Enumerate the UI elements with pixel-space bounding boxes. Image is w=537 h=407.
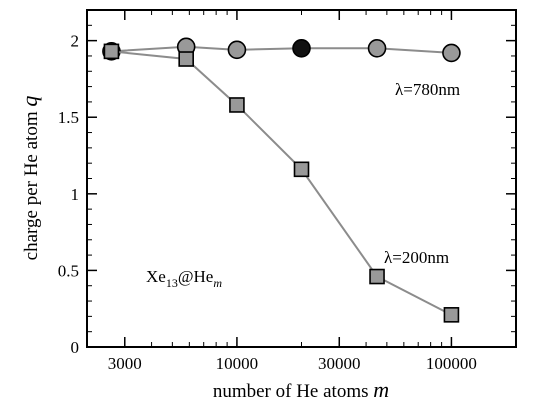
x-axis-label: number of He atoms m: [213, 377, 389, 402]
cluster-annotation: Xe13@Hem: [146, 267, 222, 290]
x-tick-label-0: 3000: [108, 354, 142, 373]
series-1: [103, 43, 460, 323]
x-tick-label-3: 100000: [426, 354, 477, 373]
point-1-5: [443, 307, 460, 323]
cluster-annotation-var: m: [213, 276, 222, 290]
legend-label-200: λ=200nm: [384, 248, 449, 267]
x-axis-label-var: m: [373, 377, 389, 402]
y-tick-label-3: 1.5: [58, 108, 79, 127]
cluster-annotation-mid: @He: [178, 267, 213, 286]
y-tick-label-2: 1: [71, 185, 80, 204]
series-line-0: [111, 45, 452, 54]
y-tick-label-4: 2: [71, 32, 80, 51]
point-1-2: [229, 97, 245, 113]
point-1-0: [103, 43, 120, 60]
y-tick-label-1: 0.5: [58, 261, 79, 280]
cluster-annotation-sub: 13: [166, 276, 178, 290]
point-0-3: [292, 38, 311, 58]
y-axis-label: charge per He atom q: [17, 96, 42, 261]
legend-label-780: λ=780nm: [395, 80, 460, 99]
point-0-4: [367, 38, 387, 58]
point-1-4: [369, 268, 385, 285]
series-0: [102, 37, 461, 63]
point-1-3: [293, 161, 310, 178]
point-0-5: [442, 43, 461, 63]
point-1-1: [178, 51, 194, 67]
x-tick-label-2: 30000: [318, 354, 361, 373]
y-axis-label-text: charge per He atom: [21, 111, 42, 260]
ticks: 3000 10000 30000 100000 0 0.5 1 1.5 2: [58, 10, 517, 373]
cluster-annotation-base: Xe: [146, 267, 166, 286]
series: [102, 37, 461, 323]
point-0-2: [227, 40, 247, 60]
series-line-1: [111, 50, 452, 316]
x-axis-label-text: number of He atoms: [213, 381, 369, 402]
x-tick-label-1: 10000: [216, 354, 259, 373]
y-tick-label-0: 0: [71, 338, 80, 357]
y-axis-label-var: q: [17, 96, 42, 107]
